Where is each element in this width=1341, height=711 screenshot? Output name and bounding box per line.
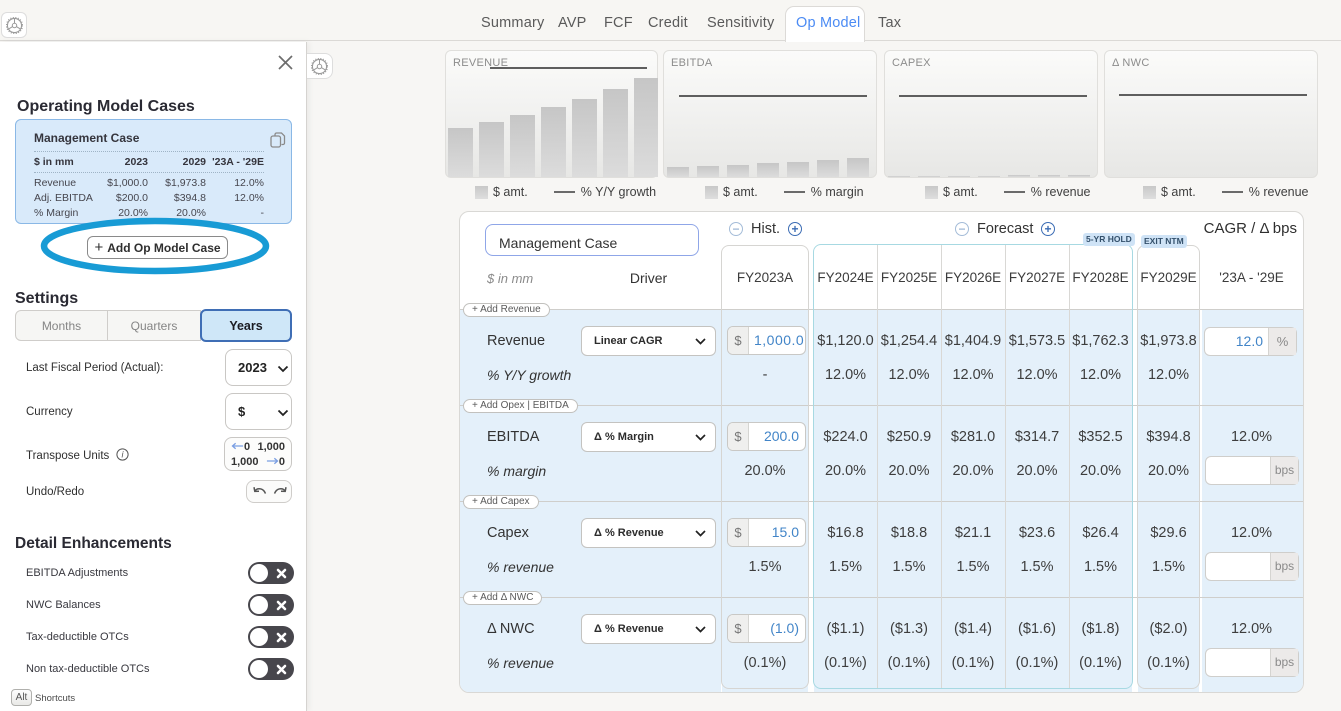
svg-text:i: i bbox=[121, 450, 124, 460]
